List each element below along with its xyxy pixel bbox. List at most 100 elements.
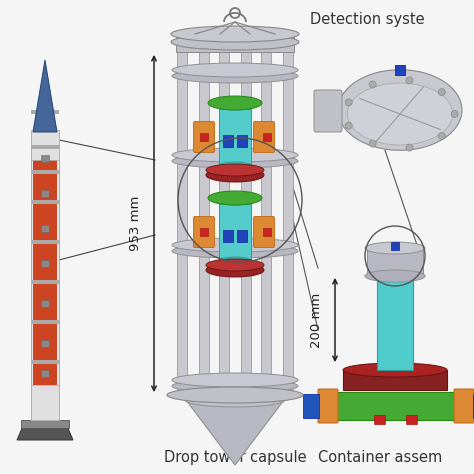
Bar: [391, 242, 399, 250]
Bar: [219, 52, 229, 392]
Bar: [41, 370, 49, 377]
Bar: [200, 228, 208, 236]
Ellipse shape: [172, 63, 298, 77]
Bar: [41, 155, 49, 162]
Bar: [367, 248, 423, 276]
Bar: [237, 230, 247, 242]
Bar: [31, 320, 59, 324]
Text: 200 mm: 200 mm: [310, 292, 323, 347]
FancyBboxPatch shape: [454, 389, 474, 423]
Ellipse shape: [365, 242, 425, 254]
Circle shape: [369, 81, 376, 88]
Ellipse shape: [217, 100, 253, 110]
Ellipse shape: [208, 96, 262, 110]
Ellipse shape: [172, 148, 298, 162]
Text: Drop tower capsule: Drop tower capsule: [164, 450, 306, 465]
Ellipse shape: [206, 259, 264, 271]
Bar: [377, 270, 413, 370]
Ellipse shape: [206, 263, 264, 277]
Bar: [199, 52, 209, 392]
Bar: [223, 230, 233, 242]
Ellipse shape: [375, 265, 415, 275]
Ellipse shape: [172, 238, 298, 252]
Ellipse shape: [172, 373, 298, 387]
Bar: [200, 133, 208, 141]
FancyBboxPatch shape: [254, 121, 274, 153]
Ellipse shape: [347, 83, 453, 145]
Ellipse shape: [217, 162, 253, 172]
Bar: [31, 110, 59, 114]
Circle shape: [369, 140, 376, 147]
Ellipse shape: [171, 34, 299, 50]
Circle shape: [438, 89, 445, 96]
Circle shape: [406, 144, 413, 151]
Bar: [21, 420, 69, 428]
Bar: [237, 135, 247, 147]
FancyBboxPatch shape: [374, 416, 385, 425]
Bar: [41, 260, 49, 267]
Circle shape: [345, 122, 352, 129]
Bar: [31, 130, 59, 160]
Bar: [283, 52, 293, 392]
Bar: [33, 150, 57, 385]
Polygon shape: [33, 60, 57, 132]
Bar: [41, 190, 49, 197]
FancyBboxPatch shape: [193, 121, 215, 153]
Bar: [41, 225, 49, 232]
Text: 953 mm: 953 mm: [129, 196, 143, 251]
Circle shape: [406, 77, 413, 84]
Ellipse shape: [365, 270, 425, 282]
Bar: [473, 394, 474, 418]
Bar: [31, 240, 59, 244]
Bar: [31, 280, 59, 284]
Bar: [263, 133, 271, 141]
Bar: [177, 52, 187, 392]
Ellipse shape: [217, 257, 253, 267]
Ellipse shape: [208, 191, 262, 205]
Bar: [41, 300, 49, 307]
Bar: [219, 204, 251, 264]
Ellipse shape: [206, 164, 264, 176]
Bar: [335, 392, 455, 420]
Bar: [343, 370, 447, 390]
Bar: [31, 130, 59, 420]
Bar: [223, 135, 233, 147]
Bar: [261, 52, 271, 392]
Ellipse shape: [172, 154, 298, 168]
Ellipse shape: [172, 244, 298, 258]
Polygon shape: [17, 426, 73, 440]
FancyBboxPatch shape: [193, 217, 215, 247]
Ellipse shape: [338, 70, 462, 150]
Bar: [303, 394, 319, 418]
Polygon shape: [186, 400, 284, 465]
Bar: [241, 52, 251, 392]
Bar: [31, 385, 59, 420]
FancyBboxPatch shape: [407, 416, 418, 425]
FancyBboxPatch shape: [318, 389, 338, 423]
Ellipse shape: [171, 26, 299, 42]
Bar: [31, 200, 59, 204]
Circle shape: [345, 99, 352, 106]
Ellipse shape: [206, 168, 264, 182]
Circle shape: [438, 132, 445, 139]
Bar: [31, 145, 59, 149]
Bar: [263, 228, 271, 236]
Bar: [219, 109, 251, 169]
FancyBboxPatch shape: [314, 90, 342, 132]
Bar: [176, 34, 294, 52]
Bar: [31, 170, 59, 174]
Bar: [31, 360, 59, 364]
Text: Detection syste: Detection syste: [310, 12, 425, 27]
Circle shape: [451, 110, 458, 118]
Ellipse shape: [185, 393, 285, 407]
FancyBboxPatch shape: [254, 217, 274, 247]
Ellipse shape: [343, 363, 447, 377]
Bar: [395, 64, 405, 75]
Ellipse shape: [172, 379, 298, 393]
Ellipse shape: [217, 195, 253, 205]
Text: Container assem: Container assem: [318, 450, 442, 465]
Bar: [41, 340, 49, 347]
Ellipse shape: [167, 387, 303, 403]
Ellipse shape: [172, 69, 298, 83]
Bar: [41, 115, 49, 122]
